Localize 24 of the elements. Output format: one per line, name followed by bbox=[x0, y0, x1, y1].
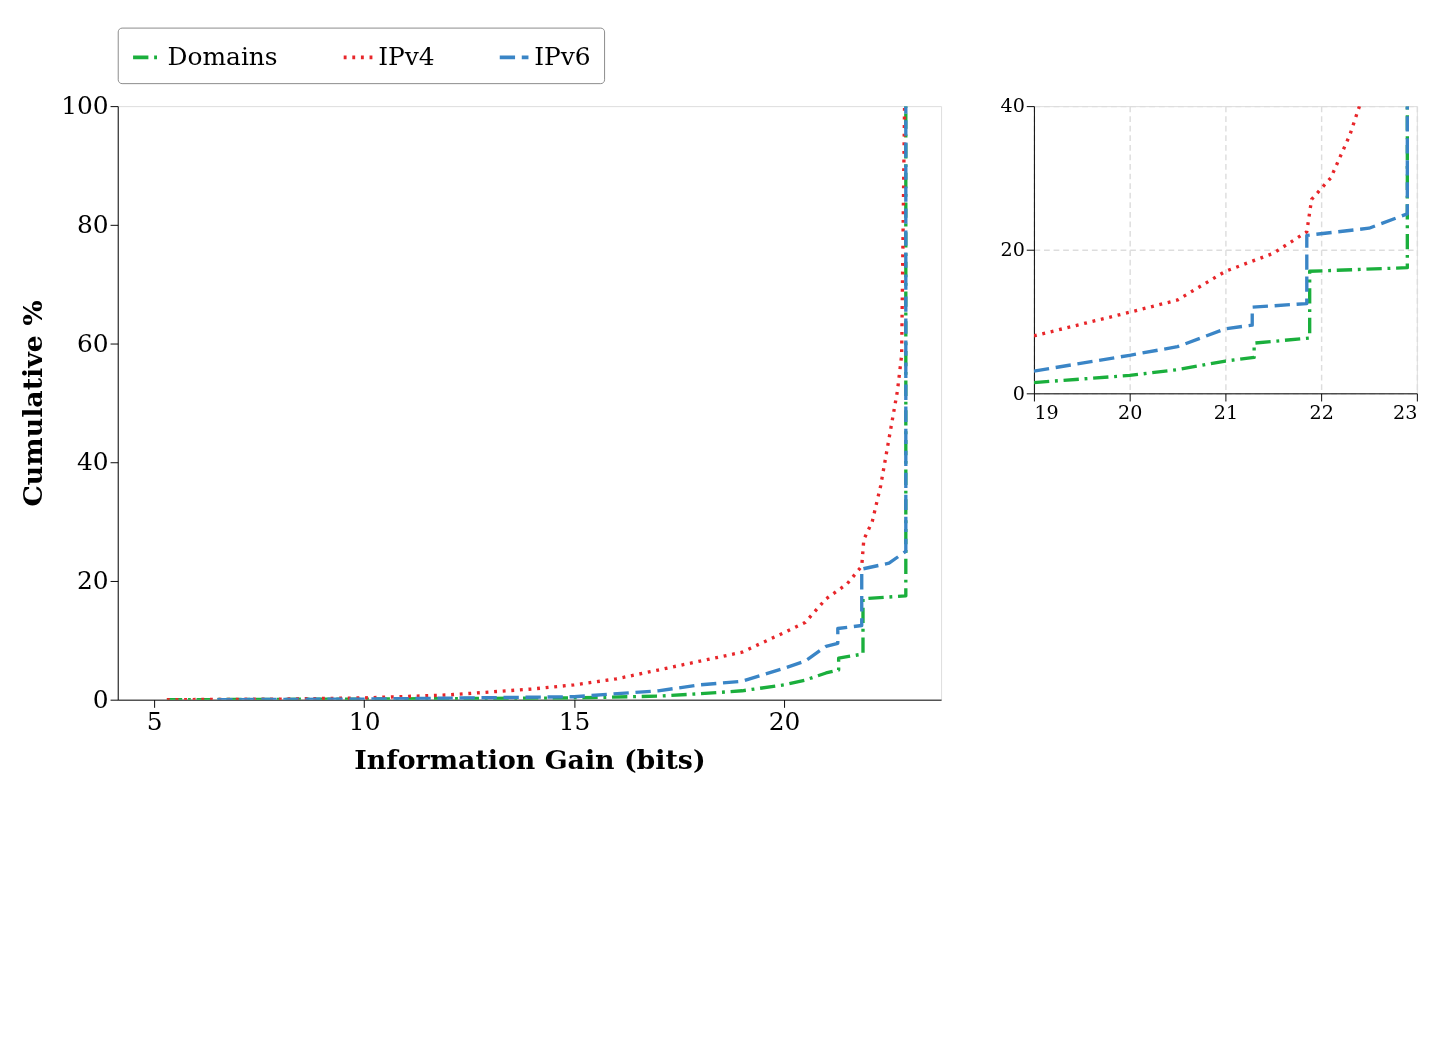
x-tick-label: 20 bbox=[768, 706, 801, 736]
y-tick-label: 0 bbox=[1012, 381, 1025, 405]
y-tick-label: 40 bbox=[1000, 94, 1025, 118]
y-tick-label: 60 bbox=[77, 328, 109, 358]
x-tick-label: 21 bbox=[1213, 400, 1239, 424]
legend-label: IPv6 bbox=[534, 41, 591, 71]
x-axis-title: Information Gain (bits) bbox=[354, 744, 706, 776]
y-tick-label: 100 bbox=[61, 91, 109, 121]
legend-label: Domains bbox=[167, 41, 278, 71]
y-tick-label: 0 bbox=[92, 684, 109, 714]
y-tick-label: 80 bbox=[77, 209, 109, 239]
x-tick-label: 5 bbox=[146, 706, 163, 736]
x-tick-label: 10 bbox=[348, 706, 381, 736]
y-tick-label: 20 bbox=[1000, 237, 1025, 261]
x-tick-label: 22 bbox=[1309, 400, 1334, 424]
x-tick-label: 20 bbox=[1117, 400, 1143, 424]
y-tick-label: 40 bbox=[77, 447, 109, 477]
x-tick-label: 19 bbox=[1034, 400, 1059, 424]
x-tick-label: 23 bbox=[1393, 400, 1418, 424]
x-tick-label: 15 bbox=[558, 706, 591, 736]
y-axis-title: Cumulative % bbox=[17, 300, 48, 507]
legend-label: IPv4 bbox=[378, 41, 435, 71]
y-tick-label: 20 bbox=[77, 566, 109, 596]
line-series bbox=[1033, 106, 1362, 338]
